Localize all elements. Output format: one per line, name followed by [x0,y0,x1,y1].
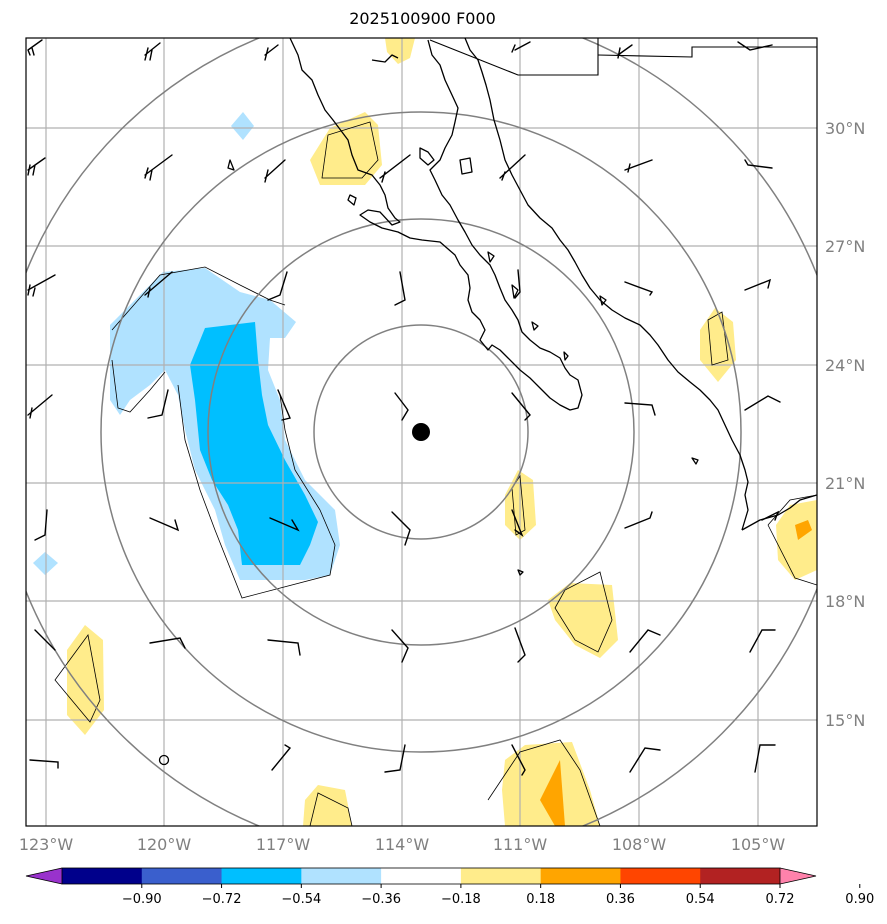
colorbar-segment [700,868,781,884]
negative-field-core [190,322,318,565]
range-ring [207,218,635,646]
colorbar-tick-label: 0.18 [526,892,555,907]
colorbar-tick-label: −0.90 [122,892,162,907]
mainland-coast-south [741,494,817,531]
gridlines [26,38,817,826]
colorbar-segment [540,868,621,884]
colorbar-tick-label: 0.72 [766,892,795,907]
colorbar-extend-outline [25,867,817,885]
colorbar-segment [221,868,302,884]
positive-field [67,625,104,735]
colorbar-extend-low [26,868,62,884]
coastlines [227,38,817,576]
lat-tick-label: 24°N [825,356,865,375]
lon-tick-label: 120°W [137,835,192,854]
mainland-coast [464,38,749,531]
range-ring [100,111,742,753]
map-title: 2025100900 F000 [349,9,496,28]
lat-tick-label: 21°N [825,474,865,493]
lon-tick-label: 117°W [256,835,311,854]
lon-tick-label: 108°W [612,835,667,854]
lon-tick-label: 111°W [493,835,548,854]
colorbar-tick-label: −0.54 [281,892,321,907]
wind-barbs [27,39,781,776]
lat-tick-labels: 30°N 27°N 24°N 21°N 18°N 15°N [825,119,865,730]
colorbar-segment [381,868,462,884]
colorbar-tick-label: −0.36 [361,892,401,907]
colorbar-segment [620,868,701,884]
range-ring [313,324,529,540]
colorbar-segments [62,868,781,884]
lat-tick-label: 15°N [825,711,865,730]
positive-field [310,112,382,185]
borders [429,38,817,76]
positive-field-strong [540,760,565,826]
colorbar-tick-label: 0.36 [606,892,635,907]
lon-tick-labels: 123°W 120°W 117°W 114°W 111°W 108°W 105°… [19,835,786,854]
colorbar-tick-label: −0.18 [441,892,481,907]
colorbar-labels: −0.90 −0.72 −0.54 −0.36 −0.18 0.18 0.36 0.54 0.7… [122,884,874,907]
colorbar: −0.90 −0.72 −0.54 −0.36 −0.18 0.18 0.36 0.54 0.7… [25,867,874,907]
colorbar-segment [62,868,143,884]
positive-field-strong [795,520,812,540]
colorbar-tick-label: 0.90 [845,892,874,907]
calm-circle [158,754,170,766]
colorbar-segment [460,868,542,884]
positive-field [303,785,352,826]
lat-tick-label: 30°N [825,119,865,138]
lat-tick-label: 18°N [825,592,865,611]
positive-field [385,38,415,64]
lon-tick-label: 123°W [19,835,74,854]
baja-california-west-coast [289,38,583,411]
colorbar-frame [61,867,781,885]
map-frame [25,37,818,827]
colorbar-segment [141,868,223,884]
colorbar-tick-label: 0.54 [686,892,715,907]
storm-center-marker [412,423,430,441]
lon-tick-label: 114°W [375,835,430,854]
positive-field [548,583,618,658]
colorbar-extend-high [780,868,816,884]
colorbar-segment [301,868,382,884]
negative-field-small [231,112,254,140]
lon-tick-label: 105°W [731,835,786,854]
positive-field [700,308,736,382]
colorbar-tick-label: −0.72 [202,892,242,907]
lat-tick-label: 27°N [825,237,865,256]
range-rings [26,38,817,826]
contour-lines [54,121,817,826]
